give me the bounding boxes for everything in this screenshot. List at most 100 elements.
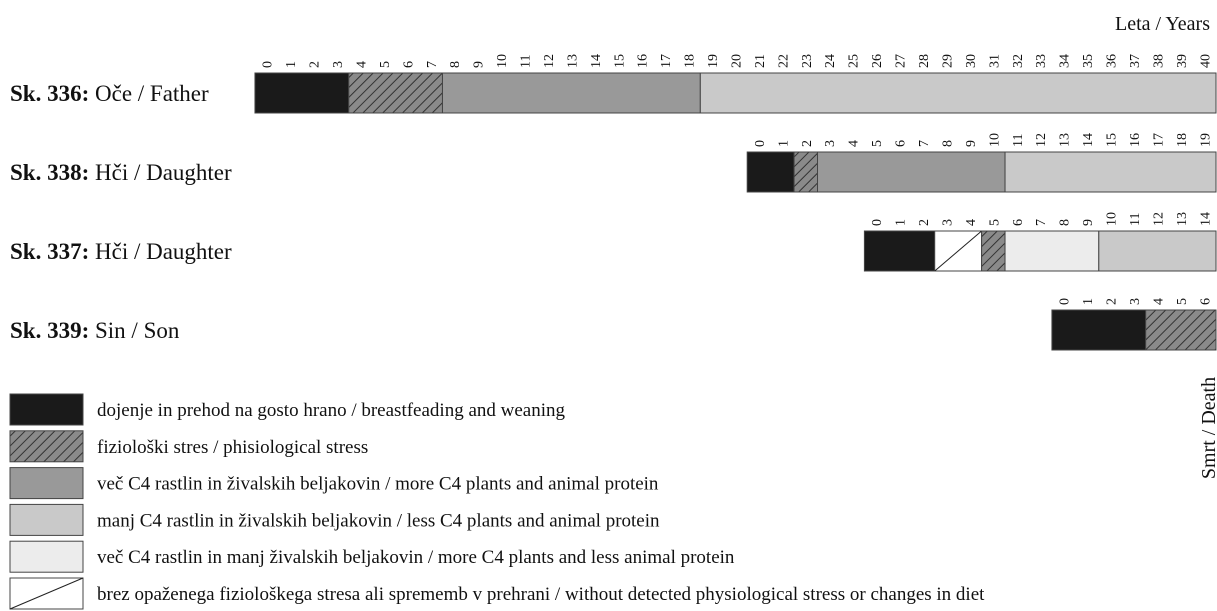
tick-label: 12 — [1151, 212, 1166, 226]
legend-text: več C4 rastlin in manj živalskih beljako… — [97, 547, 735, 568]
tick-label: 4 — [847, 140, 862, 147]
tick-label: 28 — [917, 54, 932, 68]
tick-label: 0 — [870, 219, 885, 226]
tick-label: 8 — [1058, 219, 1073, 226]
tick-label: 9 — [1081, 219, 1096, 226]
segment — [1145, 309, 1217, 351]
legend-text: dojenje in prehod na gosto hrano / breas… — [97, 400, 565, 421]
legend-swatch — [9, 467, 84, 500]
tick-label: 10 — [987, 133, 1002, 147]
tick-label: 36 — [1105, 54, 1120, 68]
row-label: Sk. 339: Sin / Son — [10, 318, 180, 343]
tick-label: 4 — [1151, 298, 1166, 305]
tick-label: 14 — [1081, 133, 1096, 147]
tick-label: 15 — [612, 54, 627, 68]
row-id: Sk. 337: — [10, 239, 89, 264]
segment — [981, 230, 1006, 272]
legend-swatch — [9, 393, 84, 426]
legend-text: fiziološki stres / phisiological stress — [97, 437, 368, 458]
row-label: Sk. 337: Hči / Daughter — [10, 239, 232, 264]
tick-label: 6 — [894, 140, 909, 147]
tick-label: 4 — [354, 61, 369, 68]
row-name: Hči / Daughter — [89, 160, 232, 185]
tick-label: 34 — [1058, 54, 1073, 68]
tick-label: 0 — [1058, 298, 1073, 305]
tick-label: 7 — [917, 140, 932, 147]
row-label: Sk. 336: Oče / Father — [10, 81, 209, 106]
row-name: Sin / Son — [89, 318, 180, 343]
diagonal — [934, 230, 982, 272]
row-id: Sk. 339: — [10, 318, 89, 343]
segment — [441, 72, 701, 114]
axis-label: Leta / Years — [1115, 13, 1210, 35]
tick-label: 7 — [1034, 219, 1049, 226]
legend-swatch — [9, 540, 84, 573]
segment — [863, 230, 936, 272]
tick-label: 2 — [308, 61, 323, 68]
tick-label: 8 — [448, 61, 463, 68]
tick-label: 1 — [776, 140, 791, 147]
legend-text: manj C4 rastlin in živalskih beljakovin … — [97, 510, 660, 531]
tick-label: 19 — [706, 54, 721, 68]
tick-label: 20 — [729, 54, 744, 68]
tick-label: 1 — [284, 61, 299, 68]
tick-label: 21 — [753, 54, 768, 68]
tick-label: 2 — [1105, 298, 1120, 305]
tick-label: 4 — [964, 219, 979, 226]
tick-label: 13 — [565, 54, 580, 68]
tick-label: 6 — [1198, 298, 1213, 305]
tick-label: 15 — [1105, 133, 1120, 147]
end-label: Smrt / Death — [1198, 377, 1217, 479]
tick-label: 23 — [800, 54, 815, 68]
tick-label: 8 — [940, 140, 955, 147]
tick-label: 6 — [1011, 219, 1026, 226]
tick-label: 22 — [776, 54, 791, 68]
tick-label: 3 — [940, 219, 955, 226]
tick-label: 38 — [1151, 54, 1166, 68]
tick-label: 1 — [1081, 298, 1096, 305]
segment — [1098, 230, 1217, 272]
tick-label: 26 — [870, 54, 885, 68]
tick-label: 27 — [894, 54, 909, 68]
tick-label: 40 — [1198, 54, 1213, 68]
tick-label: 32 — [1011, 54, 1026, 68]
tick-label: 25 — [847, 54, 862, 68]
segment — [348, 72, 443, 114]
tick-label: 24 — [823, 54, 838, 68]
tick-label: 11 — [519, 55, 534, 68]
segment — [793, 151, 819, 193]
segment — [1004, 230, 1100, 272]
tick-label: 9 — [964, 140, 979, 147]
segment — [699, 72, 1217, 114]
tick-label: 19 — [1198, 133, 1213, 147]
tick-label: 12 — [1034, 133, 1049, 147]
tick-label: 10 — [1105, 212, 1120, 226]
tick-label: 1 — [894, 219, 909, 226]
segment — [1051, 309, 1147, 351]
tick-label: 11 — [1128, 213, 1143, 226]
diagonal — [9, 577, 84, 610]
tick-label: 2 — [800, 140, 815, 147]
tick-label: 14 — [1198, 212, 1213, 226]
tick-label: 17 — [1151, 133, 1166, 147]
tick-label: 29 — [940, 54, 955, 68]
tick-label: 33 — [1034, 54, 1049, 68]
row-name: Oče / Father — [89, 81, 209, 106]
tick-label: 12 — [542, 54, 557, 68]
tick-label: 39 — [1175, 54, 1190, 68]
tick-label: 5 — [378, 61, 393, 68]
tick-label: 10 — [495, 54, 510, 68]
tick-label: 18 — [1175, 133, 1190, 147]
row-label: Sk. 338: Hči / Daughter — [10, 160, 232, 185]
tick-label: 16 — [1128, 133, 1143, 147]
legend-text: brez opaženega fiziološkega stresa ali s… — [97, 584, 985, 605]
tick-label: 30 — [964, 54, 979, 68]
tick-label: 3 — [331, 61, 346, 68]
tick-label: 37 — [1128, 54, 1143, 68]
legend-swatch — [9, 430, 84, 463]
tick-label: 18 — [683, 54, 698, 68]
tick-label: 35 — [1081, 54, 1096, 68]
tick-label: 14 — [589, 54, 604, 68]
tick-label: 7 — [425, 61, 440, 68]
